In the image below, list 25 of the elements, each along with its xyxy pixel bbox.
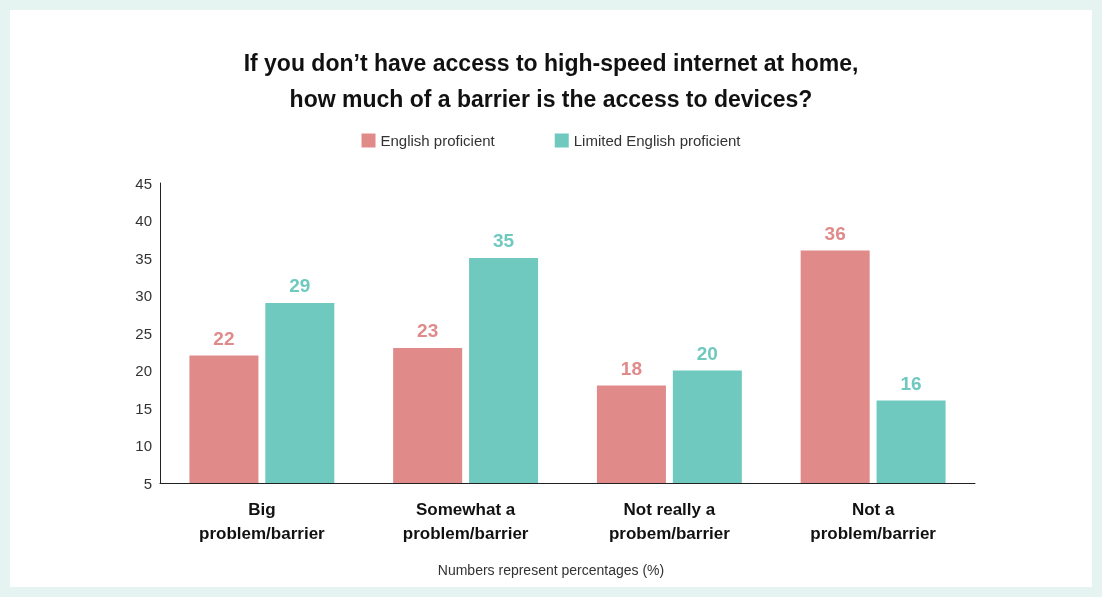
text: Numbers represent percentages (%): [437, 562, 665, 578]
legend-label: English proficient: [380, 132, 496, 149]
y-tick-label: 15: [135, 399, 152, 417]
data-label: 18: [620, 357, 642, 379]
data-label: 36: [824, 222, 846, 244]
y-tick-label: 10: [135, 437, 152, 454]
data-label: 22: [213, 327, 235, 349]
data-label: 20: [696, 342, 718, 364]
x-tick-label: Not a problem/barrier: [810, 499, 937, 543]
data-label: 29: [289, 275, 311, 296]
x-tick-label: Big problem/barrier: [199, 499, 326, 543]
y-tick-label: 40: [135, 212, 152, 229]
data-label: 23: [417, 320, 439, 341]
y-tick-label: 30: [135, 287, 152, 304]
data-label: 35: [493, 230, 515, 251]
data-label: 16: [900, 372, 922, 394]
y-tick-label: 45: [135, 174, 152, 192]
legend-label: Limited English proficient: [573, 132, 742, 149]
y-tick-label: 20: [135, 362, 152, 379]
x-tick-label: Somewhat a problem/barrier: [402, 499, 529, 543]
y-tick-label: 35: [135, 249, 152, 267]
y-tick-label: 5: [143, 474, 152, 492]
chart-title: If you don’t have access to high-speed internet at home, how much of a barrier is the access to devices?: [243, 50, 859, 112]
x-tick-label: Not really a probem/barrier: [608, 499, 731, 543]
y-tick-label: 25: [135, 324, 152, 342]
